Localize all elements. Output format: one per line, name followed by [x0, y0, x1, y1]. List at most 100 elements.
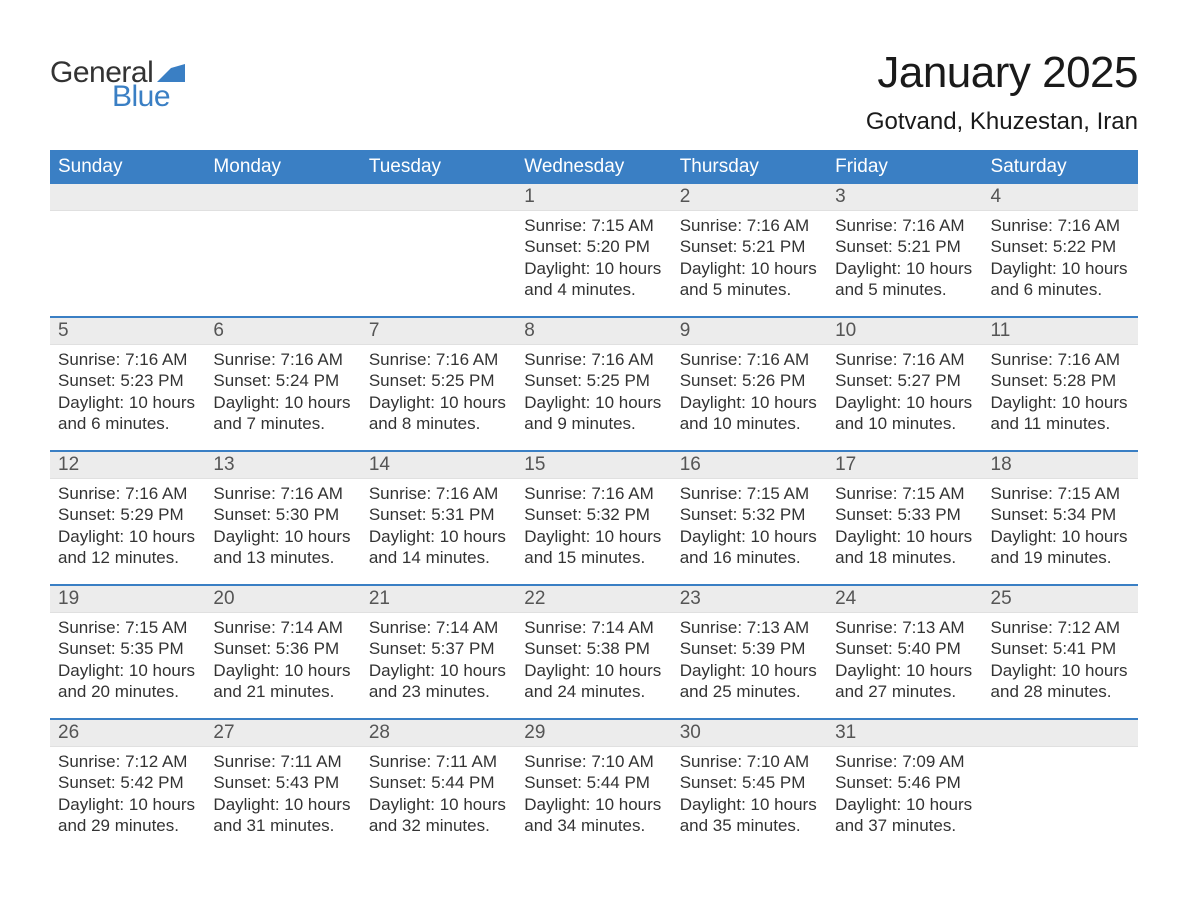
day-body: Sunrise: 7:16 AMSunset: 5:27 PMDaylight:…: [827, 345, 982, 434]
dow-friday: Friday: [827, 150, 982, 184]
daylight-line-1: Daylight: 10 hours: [835, 526, 974, 547]
daylight-line-2: and 21 minutes.: [213, 681, 352, 702]
sunset-line: Sunset: 5:43 PM: [213, 772, 352, 793]
daylight-line-1: Daylight: 10 hours: [213, 794, 352, 815]
sunset-line: Sunset: 5:29 PM: [58, 504, 197, 525]
brand-logo: General Blue: [50, 48, 185, 114]
sunset-line: Sunset: 5:46 PM: [835, 772, 974, 793]
daylight-line-2: and 12 minutes.: [58, 547, 197, 568]
daylight-line-1: Daylight: 10 hours: [680, 526, 819, 547]
day-body: Sunrise: 7:14 AMSunset: 5:37 PMDaylight:…: [361, 613, 516, 702]
day-number: [983, 720, 1138, 747]
sunset-line: Sunset: 5:40 PM: [835, 638, 974, 659]
daylight-line-2: and 28 minutes.: [991, 681, 1130, 702]
daylight-line-1: Daylight: 10 hours: [524, 660, 663, 681]
sunrise-line: Sunrise: 7:11 AM: [369, 751, 508, 772]
sunrise-line: Sunrise: 7:16 AM: [213, 483, 352, 504]
day-cell: 9Sunrise: 7:16 AMSunset: 5:26 PMDaylight…: [672, 318, 827, 450]
sunrise-line: Sunrise: 7:14 AM: [213, 617, 352, 638]
day-body: Sunrise: 7:11 AMSunset: 5:43 PMDaylight:…: [205, 747, 360, 836]
day-cell: 11Sunrise: 7:16 AMSunset: 5:28 PMDayligh…: [983, 318, 1138, 450]
day-cell: 14Sunrise: 7:16 AMSunset: 5:31 PMDayligh…: [361, 452, 516, 584]
daylight-line-2: and 9 minutes.: [524, 413, 663, 434]
dow-thursday: Thursday: [672, 150, 827, 184]
sunrise-line: Sunrise: 7:14 AM: [369, 617, 508, 638]
day-body: Sunrise: 7:10 AMSunset: 5:44 PMDaylight:…: [516, 747, 671, 836]
daylight-line-2: and 15 minutes.: [524, 547, 663, 568]
sunset-line: Sunset: 5:31 PM: [369, 504, 508, 525]
day-body: [205, 211, 360, 215]
sunset-line: Sunset: 5:45 PM: [680, 772, 819, 793]
day-body: Sunrise: 7:16 AMSunset: 5:22 PMDaylight:…: [983, 211, 1138, 300]
day-number: 5: [50, 318, 205, 345]
day-body: Sunrise: 7:16 AMSunset: 5:31 PMDaylight:…: [361, 479, 516, 568]
day-cell: 25Sunrise: 7:12 AMSunset: 5:41 PMDayligh…: [983, 586, 1138, 718]
daylight-line-1: Daylight: 10 hours: [369, 526, 508, 547]
sunrise-line: Sunrise: 7:16 AM: [835, 349, 974, 370]
daylight-line-1: Daylight: 10 hours: [835, 392, 974, 413]
daylight-line-1: Daylight: 10 hours: [991, 660, 1130, 681]
day-cell: 16Sunrise: 7:15 AMSunset: 5:32 PMDayligh…: [672, 452, 827, 584]
day-number: 19: [50, 586, 205, 613]
day-cell: [205, 184, 360, 316]
daylight-line-2: and 4 minutes.: [524, 279, 663, 300]
daylight-line-1: Daylight: 10 hours: [58, 794, 197, 815]
daylight-line-1: Daylight: 10 hours: [991, 526, 1130, 547]
daylight-line-2: and 10 minutes.: [680, 413, 819, 434]
sunset-line: Sunset: 5:26 PM: [680, 370, 819, 391]
daylight-line-1: Daylight: 10 hours: [58, 660, 197, 681]
day-cell: 24Sunrise: 7:13 AMSunset: 5:40 PMDayligh…: [827, 586, 982, 718]
daylight-line-2: and 5 minutes.: [680, 279, 819, 300]
sunrise-line: Sunrise: 7:10 AM: [680, 751, 819, 772]
sunset-line: Sunset: 5:37 PM: [369, 638, 508, 659]
day-cell: 7Sunrise: 7:16 AMSunset: 5:25 PMDaylight…: [361, 318, 516, 450]
day-number: 20: [205, 586, 360, 613]
week-row: 12Sunrise: 7:16 AMSunset: 5:29 PMDayligh…: [50, 450, 1138, 584]
daylight-line-2: and 35 minutes.: [680, 815, 819, 836]
daylight-line-2: and 14 minutes.: [369, 547, 508, 568]
day-body: [361, 211, 516, 215]
daylight-line-1: Daylight: 10 hours: [524, 392, 663, 413]
sunset-line: Sunset: 5:21 PM: [680, 236, 819, 257]
sunset-line: Sunset: 5:41 PM: [991, 638, 1130, 659]
day-cell: 15Sunrise: 7:16 AMSunset: 5:32 PMDayligh…: [516, 452, 671, 584]
day-body: Sunrise: 7:16 AMSunset: 5:29 PMDaylight:…: [50, 479, 205, 568]
day-number: 21: [361, 586, 516, 613]
day-number: 4: [983, 184, 1138, 211]
week-row: 19Sunrise: 7:15 AMSunset: 5:35 PMDayligh…: [50, 584, 1138, 718]
daylight-line-1: Daylight: 10 hours: [369, 392, 508, 413]
day-cell: 8Sunrise: 7:16 AMSunset: 5:25 PMDaylight…: [516, 318, 671, 450]
daylight-line-2: and 20 minutes.: [58, 681, 197, 702]
day-number: 30: [672, 720, 827, 747]
day-cell: 1Sunrise: 7:15 AMSunset: 5:20 PMDaylight…: [516, 184, 671, 316]
day-body: Sunrise: 7:16 AMSunset: 5:26 PMDaylight:…: [672, 345, 827, 434]
day-cell: 5Sunrise: 7:16 AMSunset: 5:23 PMDaylight…: [50, 318, 205, 450]
day-cell: 26Sunrise: 7:12 AMSunset: 5:42 PMDayligh…: [50, 720, 205, 852]
weeks-container: 1Sunrise: 7:15 AMSunset: 5:20 PMDaylight…: [50, 184, 1138, 852]
day-number: [50, 184, 205, 211]
day-number: 18: [983, 452, 1138, 479]
day-cell: 22Sunrise: 7:14 AMSunset: 5:38 PMDayligh…: [516, 586, 671, 718]
calendar-grid: Sunday Monday Tuesday Wednesday Thursday…: [50, 150, 1138, 852]
day-body: Sunrise: 7:16 AMSunset: 5:28 PMDaylight:…: [983, 345, 1138, 434]
day-cell: 13Sunrise: 7:16 AMSunset: 5:30 PMDayligh…: [205, 452, 360, 584]
sunset-line: Sunset: 5:21 PM: [835, 236, 974, 257]
daylight-line-1: Daylight: 10 hours: [680, 258, 819, 279]
daylight-line-1: Daylight: 10 hours: [369, 794, 508, 815]
day-body: Sunrise: 7:15 AMSunset: 5:35 PMDaylight:…: [50, 613, 205, 702]
day-number: 15: [516, 452, 671, 479]
day-cell: 6Sunrise: 7:16 AMSunset: 5:24 PMDaylight…: [205, 318, 360, 450]
sunrise-line: Sunrise: 7:16 AM: [524, 349, 663, 370]
dow-monday: Monday: [205, 150, 360, 184]
daylight-line-2: and 16 minutes.: [680, 547, 819, 568]
day-body: Sunrise: 7:16 AMSunset: 5:24 PMDaylight:…: [205, 345, 360, 434]
day-body: Sunrise: 7:16 AMSunset: 5:21 PMDaylight:…: [827, 211, 982, 300]
sunrise-line: Sunrise: 7:16 AM: [991, 349, 1130, 370]
location-subtitle: Gotvand, Khuzestan, Iran: [866, 108, 1138, 136]
sunrise-line: Sunrise: 7:15 AM: [58, 617, 197, 638]
day-number: 31: [827, 720, 982, 747]
sunset-line: Sunset: 5:44 PM: [369, 772, 508, 793]
day-body: Sunrise: 7:15 AMSunset: 5:20 PMDaylight:…: [516, 211, 671, 300]
sunset-line: Sunset: 5:22 PM: [991, 236, 1130, 257]
day-cell: 4Sunrise: 7:16 AMSunset: 5:22 PMDaylight…: [983, 184, 1138, 316]
